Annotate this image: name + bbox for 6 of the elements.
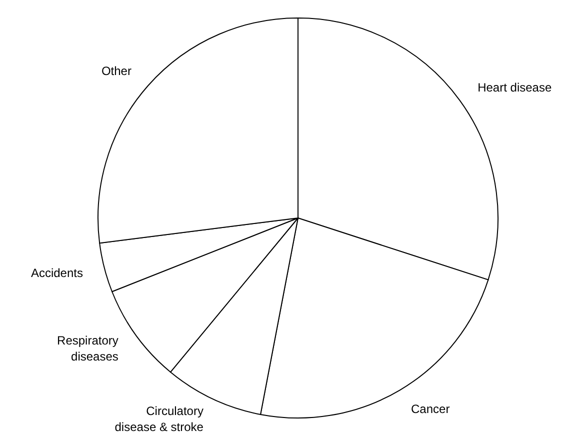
slice-label: Heart disease <box>478 80 552 95</box>
slice-label: Accidents <box>30 266 83 280</box>
slice-label: Cancer <box>411 402 450 416</box>
slice-label: Circulatory disease & stroke <box>114 404 204 434</box>
slice-label: Other <box>101 64 132 78</box>
slice-label: Respiratory diseases <box>57 333 118 364</box>
